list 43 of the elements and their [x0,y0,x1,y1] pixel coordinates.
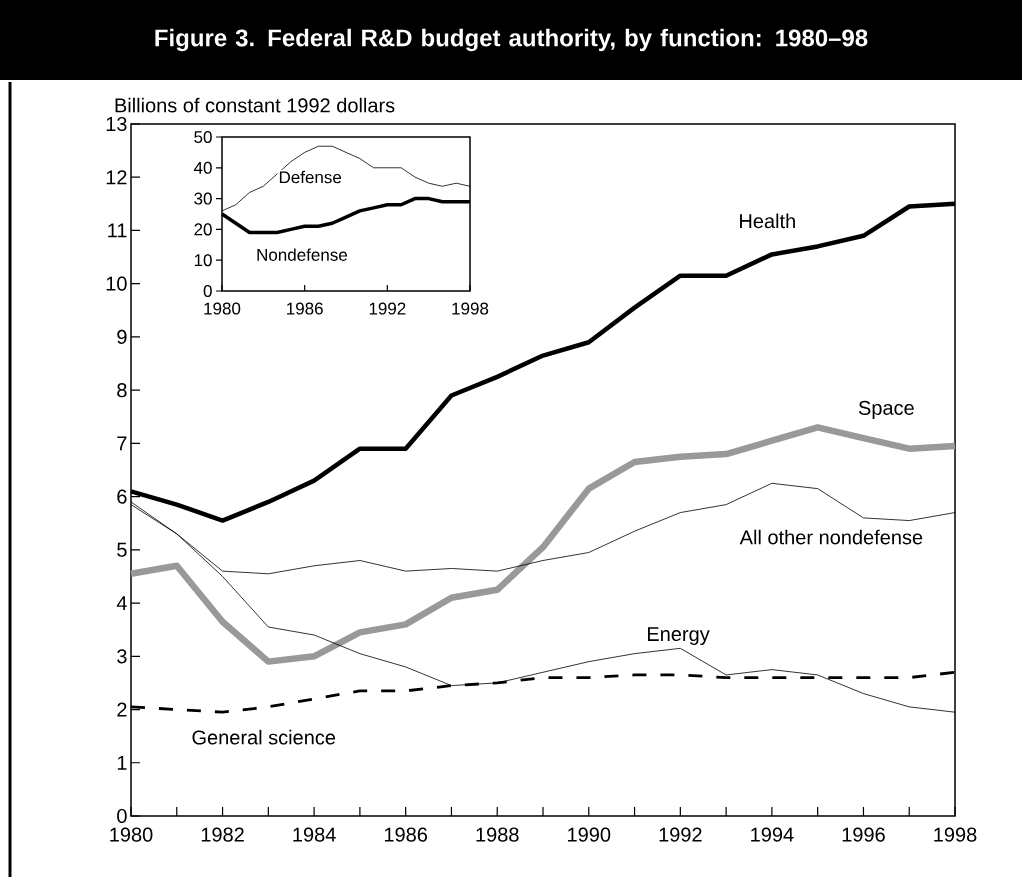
x-tick-label: 1988 [476,827,519,842]
y-tick-label: 40 [193,162,212,175]
x-tick-label: 1992 [659,827,702,842]
y-tick-label: 4 [116,596,127,611]
y-tick-label: 50 [194,131,212,144]
y-tick-label: 8 [117,383,127,398]
x-tick-label: 1996 [842,827,885,842]
y-tick-label: 1 [117,756,127,770]
x-tick-label: 1980 [204,302,241,315]
series-label: General science [192,730,336,745]
y-tick-label: 0 [117,809,127,824]
y-tick-label: 20 [194,223,212,236]
y-tick-label: 9 [117,330,127,345]
y-tick-label: 0 [203,285,212,298]
y-axis-title: Billions of constant 1992 dollars [115,98,395,113]
x-tick-label: 1980 [110,827,153,842]
y-tick-label: 13 [106,117,127,132]
series-label: All other nondefense [739,529,923,545]
y-tick-label: 5 [117,543,127,558]
series-label: Health [740,213,795,229]
y-tick-label: 3 [117,649,127,664]
series-label: Space [858,401,914,420]
x-tick-label: 1982 [201,827,244,842]
y-tick-label: 11 [108,223,127,238]
series-label: Defense [279,171,342,184]
y-tick-label: 30 [194,192,212,205]
y-tick-label: 10 [194,254,212,267]
x-tick-label: 1994 [751,827,794,842]
y-tick-label: 6 [117,489,127,504]
x-tick-label: 1986 [384,827,428,842]
y-tick-label: 10 [106,276,127,292]
x-tick-label: 1990 [568,827,611,842]
x-tick-label: 1986 [287,302,323,315]
legend-label: Nondefense [257,248,347,262]
x-tick-label: 1992 [369,302,406,315]
x-tick-label: 1984 [293,827,336,842]
y-tick-label: 7 [117,436,127,451]
series-label: Energy [648,627,710,646]
x-tick-label: 1998 [452,302,489,315]
y-tick-label: 12 [106,170,127,185]
x-tick-label: 1998 [934,827,977,842]
chart-title: Figure 3. Federal R&D budget authority, by function: 1980–98 [155,29,868,52]
y-tick-label: 2 [117,702,127,717]
